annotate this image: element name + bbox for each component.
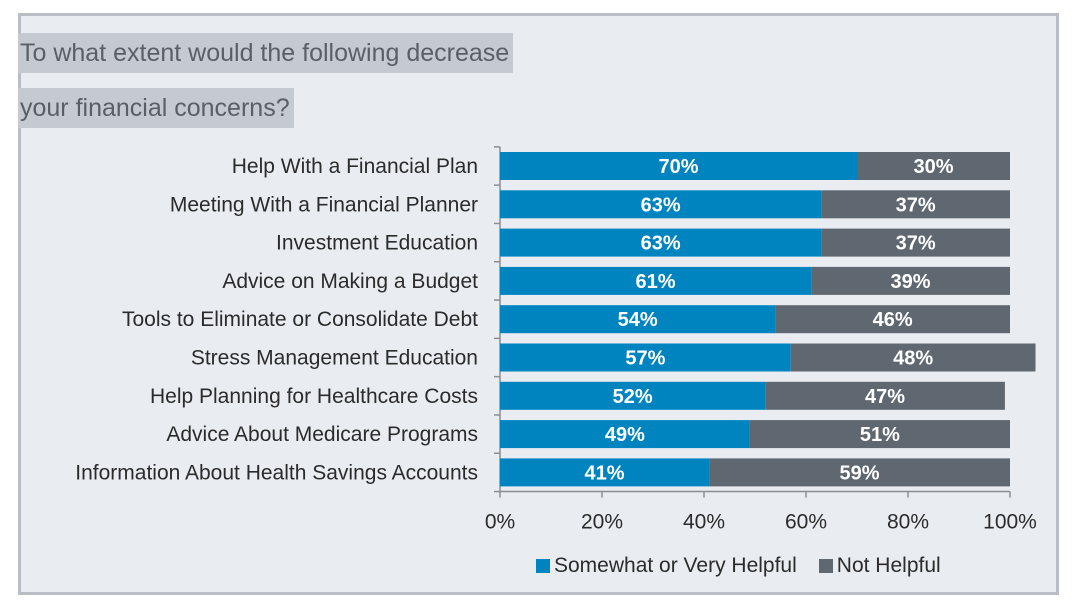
category-label: Stress Management Education [191, 347, 478, 370]
data-label-not-helpful: 37% [896, 233, 936, 255]
data-label-helpful: 57% [625, 348, 665, 370]
chart-title-line-1: To what extent would the following decre… [18, 33, 514, 73]
bar-helpful [500, 420, 750, 449]
category-label: Meeting With a Financial Planner [170, 193, 478, 216]
chart-title-line-2: your financial concerns? [18, 88, 294, 128]
legend-swatch-not-helpful [818, 559, 833, 573]
bar-not-helpful [749, 420, 1010, 449]
data-label-helpful: 41% [585, 462, 625, 484]
data-label-not-helpful: 30% [913, 156, 953, 178]
category-label: Tools to Eliminate or Consolidate Debt [122, 308, 478, 331]
data-label-helpful: 70% [658, 156, 698, 178]
bar-not-helpful [709, 458, 1010, 487]
data-label-not-helpful: 47% [865, 386, 905, 408]
bar-not-helpful [765, 381, 1005, 410]
bar-not-helpful [790, 343, 1036, 372]
x-tick-label: 0% [485, 511, 515, 534]
legend-label-not-helpful: Not Helpful [836, 554, 941, 577]
bar-not-helpful [821, 228, 1010, 257]
x-tick-label: 100% [983, 511, 1037, 534]
data-label-not-helpful: 48% [893, 348, 933, 370]
bar-not-helpful [857, 152, 1010, 180]
data-label-not-helpful: 37% [896, 194, 936, 216]
data-label-not-helpful: 46% [873, 309, 913, 331]
x-tick-label: 40% [683, 511, 725, 534]
legend-swatch-helpful [536, 559, 550, 573]
bar-not-helpful [821, 190, 1010, 219]
legend-label-helpful: Somewhat or Very Helpful [554, 554, 797, 577]
category-label: Advice About Medicare Programs [166, 423, 478, 446]
data-label-not-helpful: 51% [860, 424, 900, 446]
data-label-not-helpful: 39% [891, 271, 931, 293]
bar-helpful [500, 190, 822, 219]
category-label: Advice on Making a Budget [222, 270, 478, 293]
bar-not-helpful [775, 305, 1010, 334]
category-label: Help With a Financial Plan [232, 155, 478, 178]
bar-helpful [500, 305, 776, 334]
legend-item-helpful: Somewhat or Very Helpful [536, 554, 797, 578]
data-label-helpful: 63% [641, 194, 681, 216]
x-tick-label: 20% [581, 511, 623, 534]
bar-helpful [500, 152, 857, 180]
x-tick-label: 60% [785, 511, 827, 534]
data-label-helpful: 54% [618, 309, 658, 331]
bar-helpful [500, 343, 791, 372]
data-label-not-helpful: 59% [840, 462, 880, 484]
chart-legend: Somewhat or Very Helpful Not Helpful [536, 552, 963, 580]
bar-not-helpful [811, 266, 1010, 295]
x-tick-label: 80% [887, 511, 929, 534]
data-label-helpful: 61% [636, 271, 676, 293]
category-label: Information About Health Savings Account… [75, 461, 478, 484]
bar-helpful [500, 458, 710, 487]
data-label-helpful: 63% [641, 233, 681, 255]
data-label-helpful: 49% [605, 424, 645, 446]
category-label: Help Planning for Healthcare Costs [150, 385, 478, 408]
data-label-helpful: 52% [613, 386, 653, 408]
bar-helpful [500, 381, 766, 410]
bar-helpful [500, 266, 812, 295]
category-label: Investment Education [276, 232, 478, 255]
legend-item-not-helpful: Not Helpful [818, 554, 941, 578]
bar-helpful [500, 228, 822, 257]
